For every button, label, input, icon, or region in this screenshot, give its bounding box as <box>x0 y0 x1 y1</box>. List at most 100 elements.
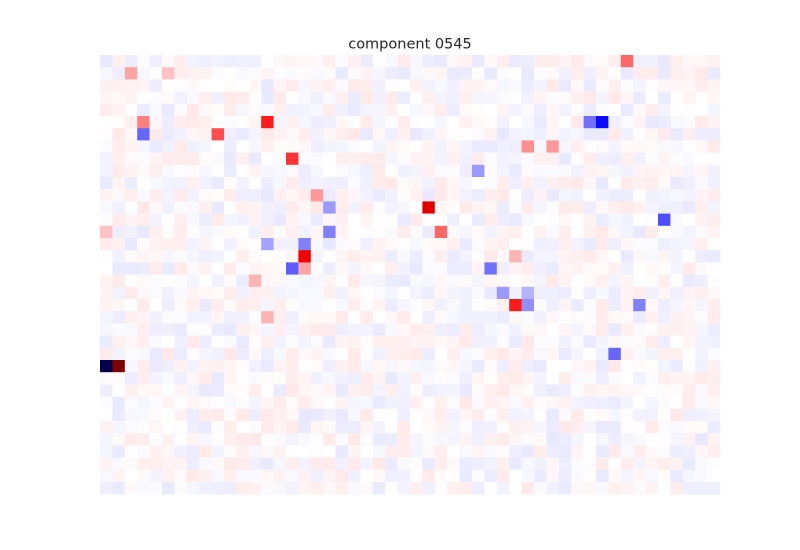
heatmap-cell <box>496 299 510 312</box>
heatmap-cell <box>162 335 175 349</box>
heatmap-cell <box>248 372 262 385</box>
heatmap-cell <box>695 421 708 434</box>
heatmap-cell <box>658 128 671 141</box>
heatmap-cell <box>397 323 411 336</box>
heatmap-cell <box>608 408 622 422</box>
heatmap-cell <box>211 67 225 80</box>
heatmap-cell <box>186 128 200 141</box>
heatmap-cell <box>385 250 398 263</box>
heatmap-cell <box>174 299 188 312</box>
heatmap-cell <box>100 396 113 410</box>
heatmap-cell <box>707 360 721 373</box>
heatmap-cell <box>484 396 498 410</box>
heatmap-cell <box>224 91 237 105</box>
heatmap-cell <box>583 482 597 495</box>
heatmap-cell <box>397 79 411 92</box>
heatmap-cell <box>459 262 473 275</box>
heatmap-cell <box>112 469 126 483</box>
heatmap-cell <box>335 335 349 349</box>
heatmap-cell <box>248 421 262 434</box>
heatmap-cell <box>112 189 126 202</box>
heatmap-cell <box>583 189 597 202</box>
heatmap-cell <box>658 250 671 263</box>
heatmap-cell <box>583 177 597 190</box>
heatmap-cell <box>596 152 609 166</box>
heatmap-cell <box>323 457 336 471</box>
heatmap-cell <box>298 238 312 251</box>
heatmap-cell <box>583 79 597 92</box>
heatmap-cell <box>534 116 547 129</box>
heatmap-cell <box>484 274 498 288</box>
heatmap-cell <box>521 469 535 483</box>
heatmap-cell <box>558 445 572 458</box>
heatmap-cell <box>360 469 374 483</box>
heatmap-cell <box>137 299 150 312</box>
heatmap-cell <box>348 225 361 239</box>
heatmap-cell <box>410 299 423 312</box>
heatmap-cell <box>397 372 411 385</box>
heatmap-cell <box>298 408 312 422</box>
heatmap-cell <box>682 128 696 141</box>
heatmap-cell <box>608 372 622 385</box>
heatmap-cell <box>199 262 212 275</box>
heatmap-cell <box>273 421 287 434</box>
heatmap-cell <box>112 323 126 336</box>
heatmap-cell <box>695 201 708 214</box>
heatmap-cell <box>286 67 299 80</box>
heatmap-cell <box>261 116 274 129</box>
heatmap-cell <box>434 482 448 495</box>
heatmap-cell <box>459 457 473 471</box>
heatmap-cell <box>372 152 386 166</box>
heatmap-cell <box>286 55 299 68</box>
heatmap-cell <box>323 164 336 178</box>
heatmap-cell <box>509 262 522 275</box>
heatmap-cell <box>397 299 411 312</box>
heatmap-cell <box>670 140 684 153</box>
heatmap-cell <box>149 299 163 312</box>
heatmap-cell <box>620 286 634 300</box>
heatmap-cell <box>248 238 262 251</box>
heatmap-cell <box>211 152 225 166</box>
heatmap-cell <box>397 213 411 227</box>
heatmap-cell <box>162 469 175 483</box>
heatmap-cell <box>608 79 622 92</box>
heatmap-cell <box>348 482 361 495</box>
heatmap-cell <box>682 67 696 80</box>
heatmap-cell <box>112 55 126 68</box>
heatmap-cell <box>224 384 237 397</box>
heatmap-cell <box>112 201 126 214</box>
heatmap-cell <box>174 128 188 141</box>
heatmap-cell <box>273 274 287 288</box>
heatmap-cell <box>596 482 609 495</box>
heatmap-cell <box>558 384 572 397</box>
heatmap-cell <box>186 116 200 129</box>
heatmap-cell <box>658 213 671 227</box>
heatmap-cell <box>521 128 535 141</box>
heatmap-cell <box>534 286 547 300</box>
heatmap-cell <box>583 67 597 80</box>
heatmap-cell <box>658 189 671 202</box>
heatmap-cell <box>323 201 336 214</box>
heatmap-cell <box>248 274 262 288</box>
heatmap-cell <box>323 323 336 336</box>
heatmap-cell <box>286 177 299 190</box>
heatmap-cell <box>558 79 572 92</box>
heatmap-cell <box>447 445 460 458</box>
heatmap-cell <box>410 116 423 129</box>
heatmap-cell <box>496 384 510 397</box>
heatmap-cell <box>162 79 175 92</box>
heatmap-cell <box>571 201 584 214</box>
heatmap-cell <box>534 225 547 239</box>
heatmap-cell <box>558 347 572 361</box>
heatmap-cell <box>174 250 188 263</box>
heatmap-cell <box>434 311 448 324</box>
heatmap-cell <box>583 457 597 471</box>
heatmap-cell <box>596 238 609 251</box>
heatmap-cell <box>534 421 547 434</box>
heatmap-cell <box>385 299 398 312</box>
heatmap-cell <box>546 189 560 202</box>
heatmap-cell <box>695 335 708 349</box>
heatmap-cell <box>236 140 250 153</box>
heatmap-cell <box>162 323 175 336</box>
heatmap-cell <box>484 67 498 80</box>
